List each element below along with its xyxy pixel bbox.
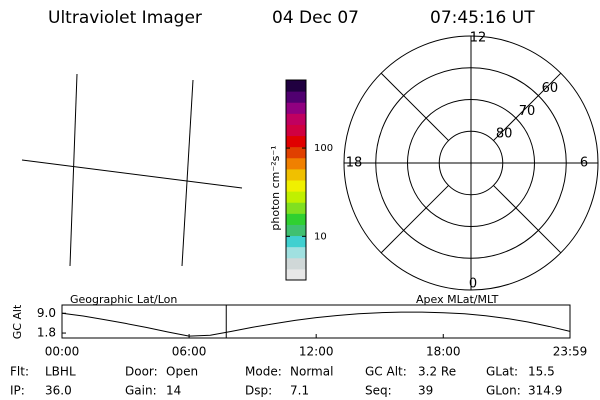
lat-label: 60	[542, 81, 559, 96]
status-label: Door:	[125, 365, 158, 379]
time: 07:45:16 UT	[430, 8, 535, 28]
colorbar-cell	[286, 268, 306, 281]
polar-label: Apex MLat/MLT	[416, 293, 499, 306]
status-label: Dsp:	[245, 384, 272, 398]
status-label: Flt:	[10, 365, 29, 379]
date: 04 Dec 07	[272, 8, 359, 28]
x-tick-label: 06:00	[172, 345, 207, 359]
status-value: 39	[418, 384, 433, 398]
status-value: 14	[166, 384, 181, 398]
colorbar-cell	[286, 146, 306, 159]
parallel	[21, 159, 243, 189]
y-axis-label: GC Alt	[11, 304, 24, 339]
meridian	[69, 73, 78, 267]
colorbar-frame	[285, 79, 307, 281]
x-tick-label: 12:00	[299, 345, 334, 359]
status-value: LBHL	[45, 365, 76, 379]
colorbar-cell	[286, 202, 306, 214]
status-value: 15.5	[528, 365, 555, 379]
status-value: Open	[166, 365, 198, 379]
meridian	[181, 79, 194, 267]
polar-spoke	[493, 185, 562, 254]
colorbar-tick-label: 10	[314, 231, 327, 242]
colorbar-cell	[286, 102, 306, 114]
geo-label: Geographic Lat/Lon	[70, 293, 177, 306]
colorbar-cell	[286, 80, 306, 92]
y-tick-label: 9.0	[37, 306, 56, 320]
x-tick-label: 18:00	[426, 345, 461, 359]
colorbar-cell	[286, 191, 306, 203]
colorbar-cell	[286, 168, 306, 181]
status-label: GLat:	[486, 365, 518, 379]
status-value: 3.2 Re	[418, 365, 456, 379]
polar-spoke	[493, 72, 562, 141]
colorbar-cell	[286, 246, 306, 259]
status-label: Gain:	[125, 384, 157, 398]
colorbar-cell	[286, 235, 306, 248]
colorbar-label: photon cm⁻²s⁻¹	[269, 145, 282, 230]
colorbar-cell	[286, 113, 306, 125]
status-label: Mode:	[245, 365, 282, 379]
mlt-label: 12	[470, 31, 487, 46]
mlt-label: 0	[469, 277, 477, 292]
altitude-line	[61, 311, 571, 337]
lat-label: 70	[519, 104, 536, 119]
colorbar-cell	[286, 91, 306, 103]
status-label: IP:	[10, 384, 25, 398]
status-value: 36.0	[45, 384, 72, 398]
geo-panel	[21, 73, 243, 267]
colorbar-cell	[286, 135, 306, 148]
y-tick-label: 1.8	[37, 326, 56, 340]
x-tick-label: 00:00	[45, 345, 80, 359]
status-value: Normal	[290, 365, 333, 379]
status-value: 7.1	[290, 384, 309, 398]
mlt-label: 6	[580, 156, 588, 171]
status-label: Seq:	[365, 384, 392, 398]
lat-label: 80	[496, 127, 513, 142]
status-value: 314.9	[528, 384, 562, 398]
colorbar-cell	[286, 157, 306, 170]
colorbar-tick-label: 100	[314, 143, 333, 154]
colorbar-cell	[286, 213, 306, 225]
polar-spoke	[380, 185, 449, 254]
colorbar-cell	[286, 124, 306, 137]
status-label: GLon:	[486, 384, 521, 398]
polar-spoke	[380, 72, 449, 141]
colorbar-cell	[286, 224, 306, 237]
colorbar-cell	[286, 257, 306, 270]
mlt-label: 18	[346, 156, 363, 171]
x-tick-label: 23:59	[553, 345, 588, 359]
colorbar-cell	[286, 180, 306, 192]
status-label: GC Alt:	[365, 365, 407, 379]
title: Ultraviolet Imager	[48, 8, 202, 28]
